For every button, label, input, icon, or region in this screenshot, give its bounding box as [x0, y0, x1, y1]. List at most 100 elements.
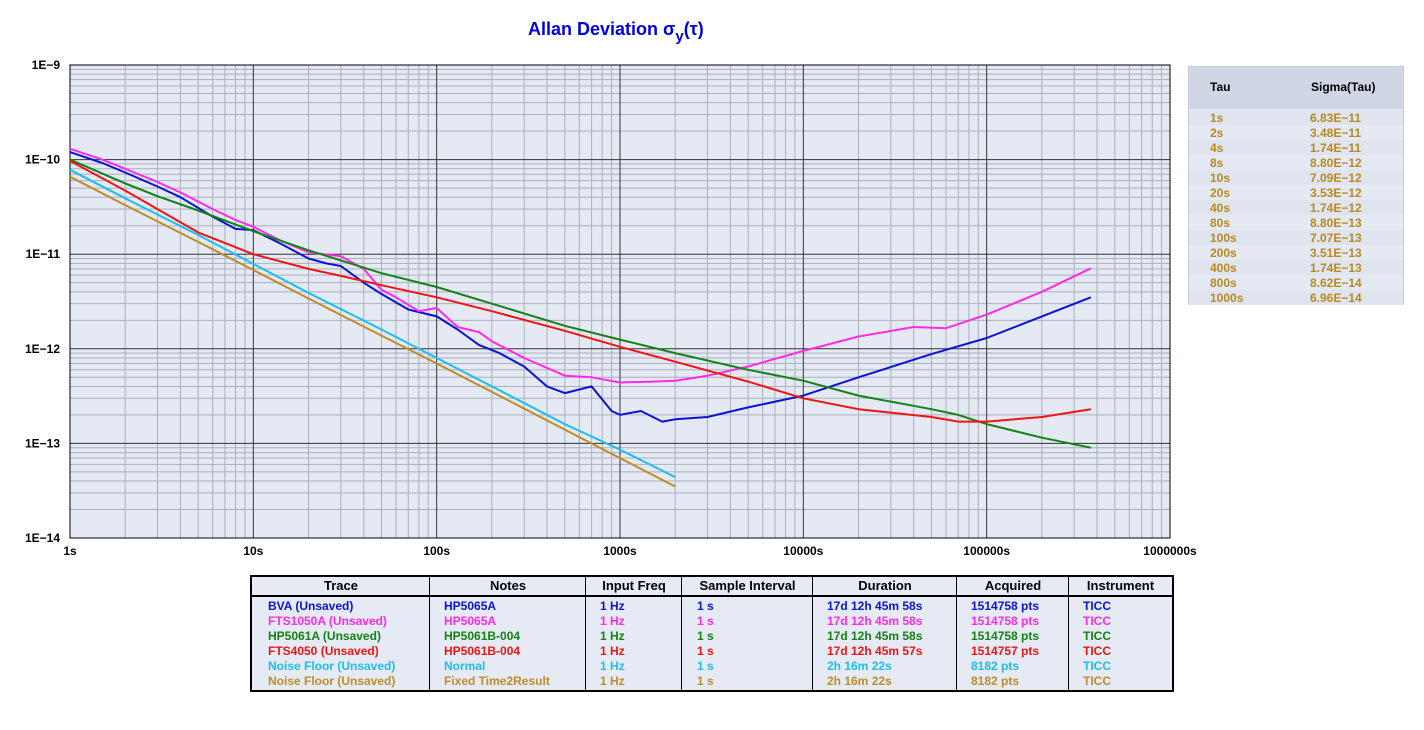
trace-cell: TICC — [1083, 644, 1111, 658]
trace-cell: 2h 16m 22s — [827, 659, 892, 673]
y-tick-label: 1E−11 — [26, 247, 61, 261]
trace-cell: 1 s — [697, 659, 714, 673]
tau-value: 1000s — [1210, 291, 1244, 305]
x-tick-label: 10s — [243, 544, 263, 558]
tick-labels: 1s 10s 100s 1000s 10000s 100000s 1000000s 1E−9 1… — [25, 58, 1197, 558]
tau-value: 20s — [1210, 186, 1231, 200]
tau-row: 2s 3.48E−11 — [1189, 125, 1403, 140]
tau-value: 8s — [1210, 156, 1224, 170]
trace-cell: Noise Floor (Unsaved) — [268, 659, 396, 673]
column-divider — [812, 577, 813, 690]
trace-cell: 1 Hz — [600, 674, 625, 688]
x-tick-label: 10000s — [783, 544, 823, 558]
series-line-4 — [69, 160, 1091, 423]
series-line-5 — [69, 168, 676, 478]
tau-row: 100s 7.07E−13 — [1189, 230, 1403, 245]
tau-value: 80s — [1210, 216, 1231, 230]
trace-table-header-cell: Duration — [858, 578, 912, 593]
column-divider — [585, 577, 586, 690]
sigma-value: 8.80E−13 — [1310, 216, 1362, 230]
trace-table-header-cell: Notes — [489, 578, 527, 593]
x-tick-label: 100000s — [963, 544, 1010, 558]
trace-row: FTS4050 (Unsaved) HP5061B-004 1 Hz 1 s 17d 1… — [252, 644, 1172, 659]
trace-cell: 1 Hz — [600, 644, 625, 658]
trace-cell: 17d 12h 45m 58s — [827, 629, 923, 643]
trace-cell: 1514758 pts — [971, 629, 1040, 643]
y-tick-label: 1E−12 — [25, 342, 60, 356]
tau-value: 800s — [1210, 276, 1237, 290]
trace-cell: 1514758 pts — [971, 614, 1040, 628]
trace-table-header: Trace Notes Input Freq Sample Interval Durat… — [252, 577, 1172, 597]
tau-row: 200s 3.51E−13 — [1189, 245, 1403, 260]
sigma-value: 7.07E−13 — [1310, 231, 1362, 245]
sigma-value: 7.09E−12 — [1310, 171, 1362, 185]
trace-cell: 1514757 pts — [971, 644, 1040, 658]
trace-cell: 1 s — [697, 614, 714, 628]
trace-cell: 8182 pts — [971, 659, 1020, 673]
trace-cell: BVA (Unsaved) — [268, 599, 354, 613]
trace-cell: HP5065A — [444, 614, 497, 628]
sigma-value: 1.74E−13 — [1310, 261, 1362, 275]
x-tick-label: 1000s — [603, 544, 637, 558]
trace-row: FTS1050A (Unsaved) HP5065A 1 Hz 1 s 17d 12h … — [252, 614, 1172, 629]
trace-cell: 1 s — [697, 644, 714, 658]
column-divider — [1068, 577, 1069, 690]
tau-value: 40s — [1210, 201, 1231, 215]
trace-table-header-cell: Acquired — [984, 578, 1042, 593]
sigma-value: 8.80E−12 — [1310, 156, 1362, 170]
tau-row: 800s 8.62E−14 — [1189, 275, 1403, 290]
trace-cell: TICC — [1083, 659, 1111, 673]
trace-table-header-cell: Sample Interval — [699, 578, 796, 593]
trace-cell: FTS4050 (Unsaved) — [268, 644, 379, 658]
trace-cell: TICC — [1083, 629, 1111, 643]
trace-cell: TICC — [1083, 614, 1111, 628]
trace-cell: HP5061B-004 — [444, 644, 521, 658]
chart-title: Allan Deviation σy(τ) — [528, 19, 704, 45]
series-line-3 — [69, 158, 1092, 449]
tau-row: 10s 7.09E−12 — [1189, 170, 1403, 185]
trace-cell: 17d 12h 45m 57s — [827, 644, 923, 658]
column-divider — [956, 577, 957, 690]
series-line-6 — [69, 175, 676, 488]
plot-border — [69, 64, 1171, 539]
chart-title-subscript: y — [675, 28, 684, 45]
sigma-value: 3.53E−12 — [1310, 186, 1362, 200]
trace-cell: 1 s — [697, 674, 714, 688]
tau-value: 2s — [1210, 126, 1224, 140]
tau-row: 8s 8.80E−12 — [1189, 155, 1403, 170]
trace-cell: 17d 12h 45m 58s — [827, 599, 923, 613]
trace-cell: HP5061B-004 — [444, 629, 521, 643]
tau-row: 4s 1.74E−11 — [1189, 140, 1403, 155]
allan-deviation-chart: Allan Deviation σy(τ) 1s 10s 100s 1000s 1000… — [25, 19, 1197, 558]
sigma-value: 1.74E−11 — [1310, 141, 1362, 155]
x-tick-label: 1000000s — [1143, 544, 1197, 558]
tau-sigma-table: Tau Sigma(Tau) 1s 6.83E−11 2s 3.48E−11 4s 1.7… — [1188, 66, 1404, 305]
series-line-2 — [69, 147, 1092, 384]
series-line-1 — [69, 151, 1092, 423]
tau-sigma-header: Tau Sigma(Tau) — [1189, 67, 1403, 109]
tau-value: 4s — [1210, 141, 1224, 155]
trace-cell: 1 s — [697, 629, 714, 643]
trace-cell: Noise Floor (Unsaved) — [268, 674, 396, 688]
y-tick-label: 1E−10 — [25, 153, 60, 167]
trace-cell: TICC — [1083, 599, 1111, 613]
trace-table-header-cell: Trace — [324, 578, 358, 593]
trace-row: BVA (Unsaved) HP5065A 1 Hz 1 s 17d 12h 45m 5… — [252, 599, 1172, 614]
trace-cell: 8182 pts — [971, 674, 1020, 688]
trace-cell: HP5061A (Unsaved) — [268, 629, 381, 643]
tau-row: 40s 1.74E−12 — [1189, 200, 1403, 215]
trace-cell: 17d 12h 45m 58s — [827, 614, 923, 628]
trace-info-table: Trace Notes Input Freq Sample Interval Durat… — [250, 575, 1174, 692]
sigma-value: 8.62E−14 — [1310, 276, 1362, 290]
trace-cell: 2h 16m 22s — [827, 674, 892, 688]
sigma-column-header: Sigma(Tau) — [1311, 80, 1376, 94]
tau-value: 200s — [1210, 246, 1237, 260]
trace-cell: 1 Hz — [600, 614, 625, 628]
tau-row: 1s 6.83E−11 — [1189, 110, 1403, 125]
column-divider — [681, 577, 682, 690]
y-tick-label: 1E−14 — [25, 531, 60, 545]
series-layer — [69, 147, 1092, 488]
tau-row: 400s 1.74E−13 — [1189, 260, 1403, 275]
trace-table-header-cell: Instrument — [1086, 578, 1155, 593]
sigma-value: 3.48E−11 — [1310, 126, 1362, 140]
